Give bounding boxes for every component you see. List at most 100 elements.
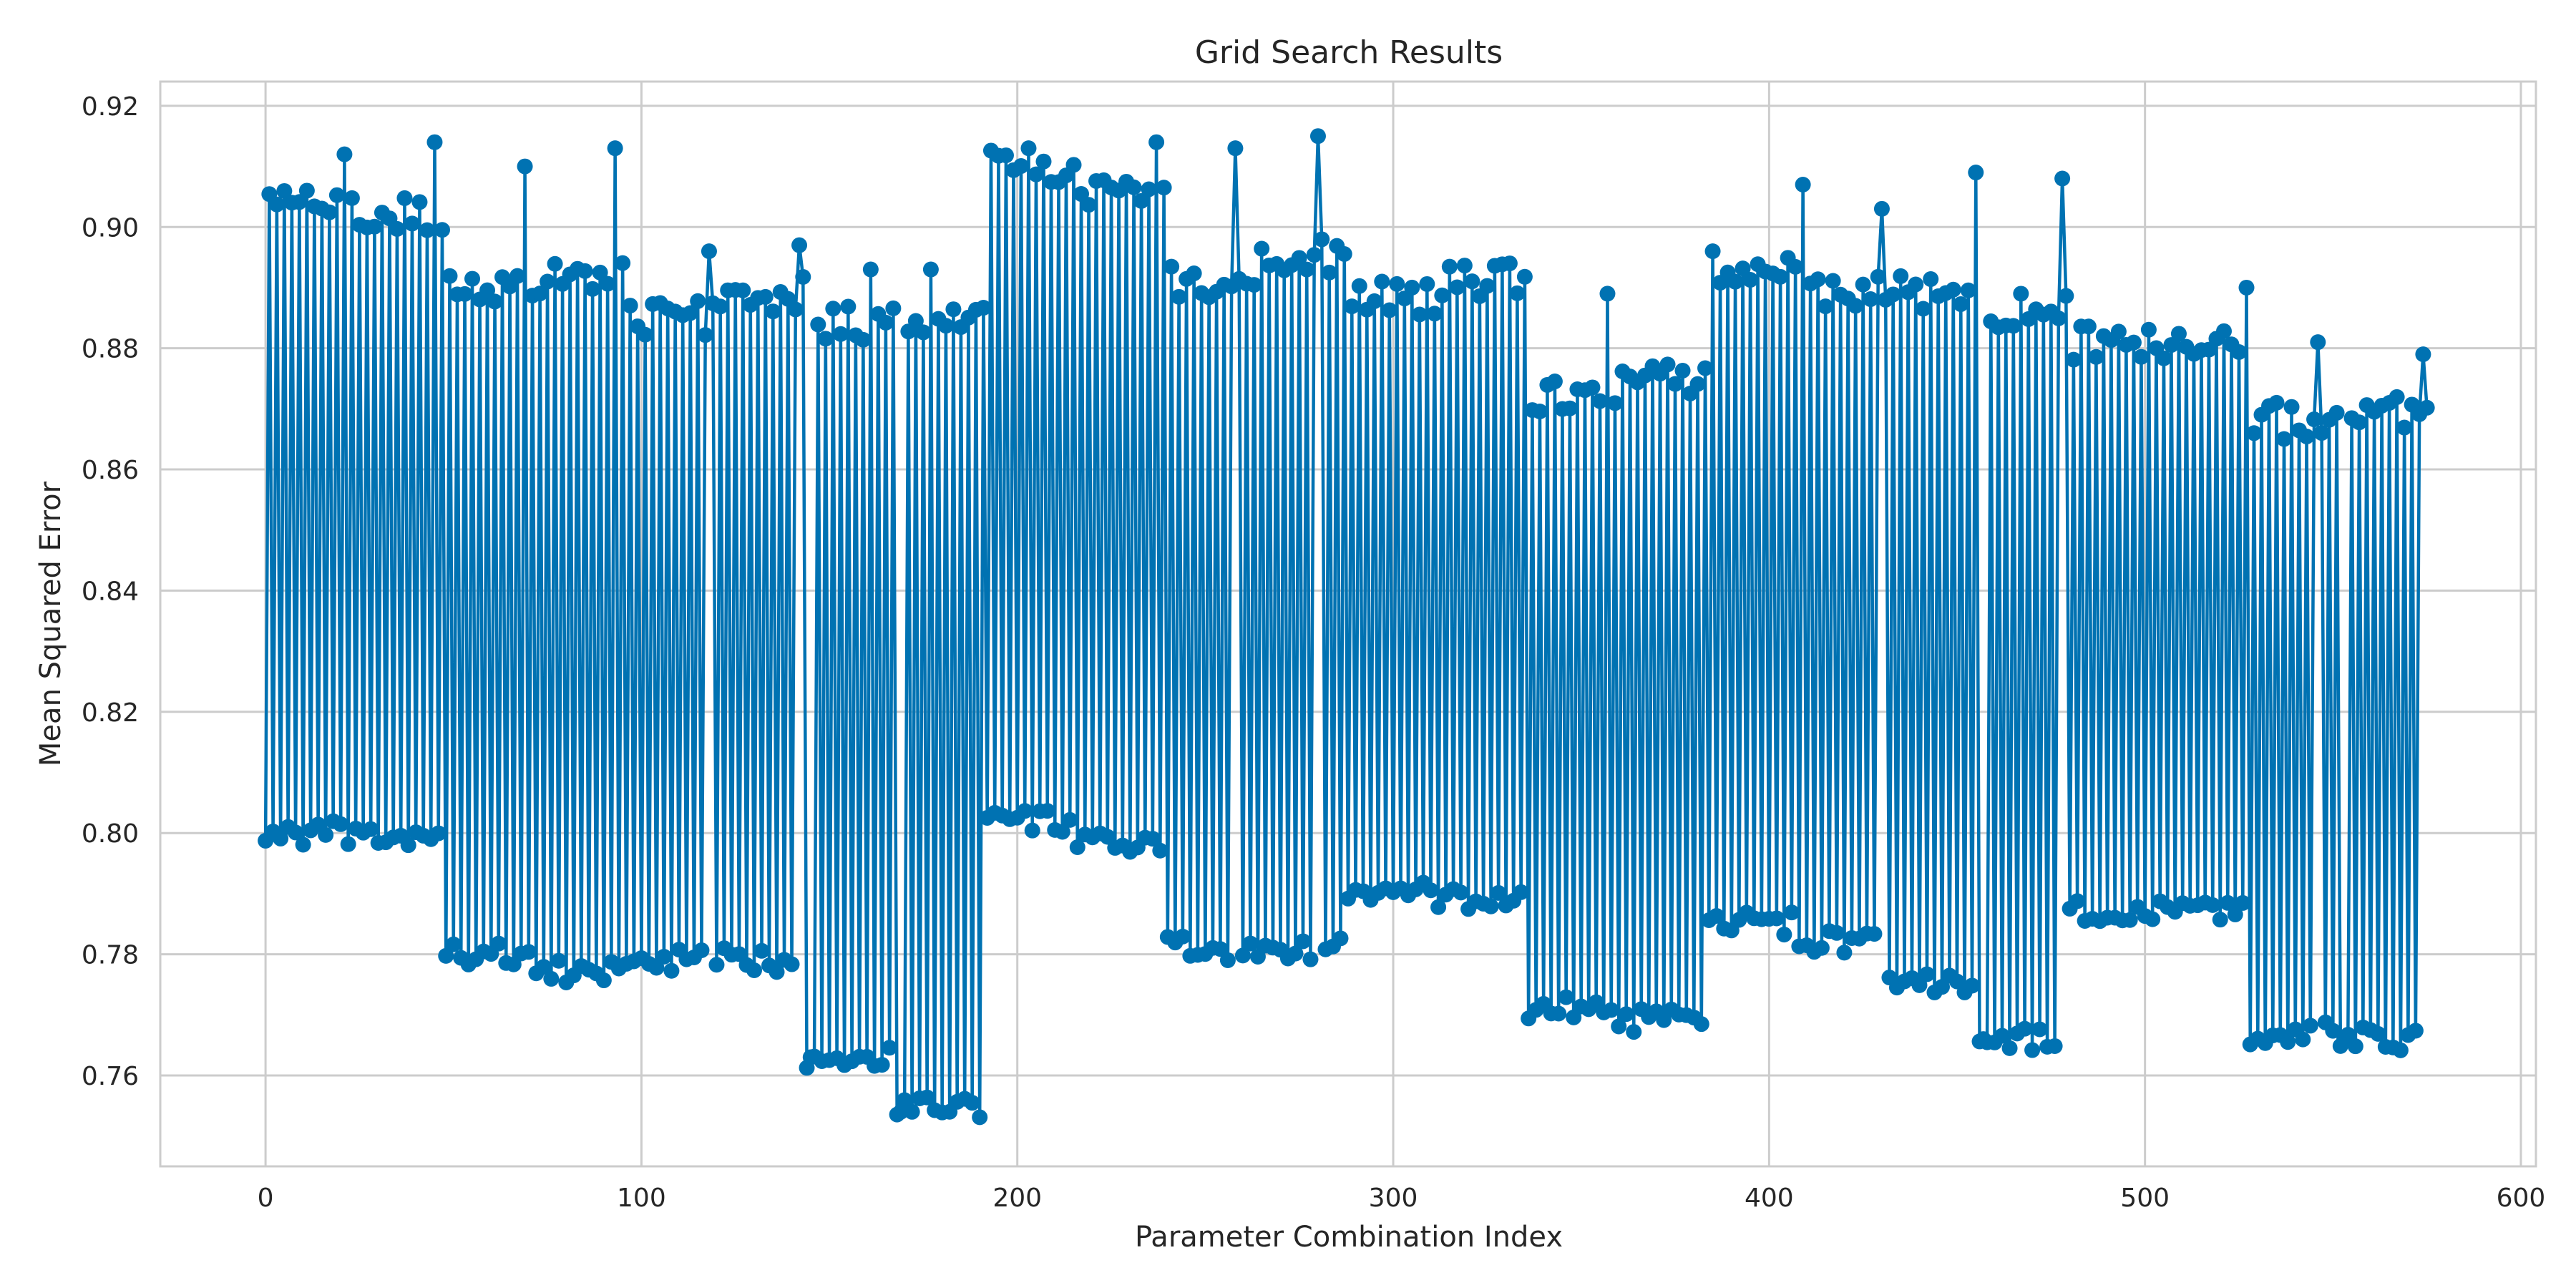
data-point (1419, 275, 1435, 292)
x-tick-label: 200 (992, 1184, 1042, 1213)
data-point (1674, 362, 1691, 379)
data-point (1212, 941, 1229, 957)
data-point (1249, 948, 1266, 965)
data-point (1062, 811, 1078, 828)
y-axis-ticks: 0.76 0.78 0.80 0.82 0.84 0.86 0.88 0.90 0.92 (82, 92, 139, 1091)
data-point (2215, 323, 2232, 339)
data-point (419, 222, 435, 238)
data-point (1299, 261, 1315, 278)
data-point (1186, 265, 1202, 282)
data-point (2145, 911, 2161, 927)
data-point (490, 935, 507, 952)
data-point (328, 187, 345, 203)
data-point (1911, 977, 1928, 993)
data-point (1332, 930, 1349, 947)
data-point (897, 1092, 913, 1108)
data-point (2306, 411, 2323, 428)
data-point (1689, 376, 1706, 392)
data-point (2276, 431, 2293, 447)
data-point (1566, 1009, 1582, 1025)
data-point (532, 286, 548, 302)
data-point (1603, 1002, 1619, 1018)
data-point (922, 261, 939, 278)
data-point (585, 280, 601, 297)
data-point (298, 182, 315, 199)
data-point (2396, 419, 2413, 436)
data-point (1404, 279, 1420, 296)
data-point (1171, 288, 1187, 305)
data-point (1389, 275, 1405, 292)
data-point (2031, 1021, 2048, 1038)
data-point (2170, 326, 2187, 342)
data-point (540, 273, 556, 290)
data-point (1863, 291, 1879, 308)
data-point (690, 293, 706, 309)
data-point (1659, 356, 1676, 373)
data-point (426, 134, 443, 150)
data-point (975, 300, 992, 316)
data-point (2013, 286, 2029, 302)
data-point (784, 956, 800, 972)
data-point (1291, 250, 1307, 266)
data-point (2001, 1040, 2018, 1056)
data-point (1828, 924, 1845, 941)
data-point (1163, 258, 1180, 275)
data-point (1509, 285, 1526, 301)
data-point (411, 194, 428, 210)
data-point (1704, 243, 1721, 260)
data-point (769, 964, 785, 980)
data-point (1456, 258, 1473, 274)
data-point (1606, 395, 1623, 411)
data-point (363, 821, 379, 837)
x-tick-label: 300 (1369, 1184, 1418, 1213)
data-point (547, 255, 563, 272)
data-point (288, 824, 304, 841)
data-point (1825, 273, 1841, 289)
data-point (2340, 1027, 2356, 1043)
data-point (1246, 277, 1262, 293)
data-point (2328, 404, 2345, 421)
data-point (997, 147, 1014, 164)
data-point (1953, 296, 1969, 313)
data-point (2370, 1025, 2386, 1042)
data-point (1449, 279, 1465, 296)
data-point (1156, 180, 1172, 196)
data-point (2389, 389, 2405, 405)
data-point (1374, 273, 1390, 290)
data-point (1546, 374, 1563, 390)
data-point (535, 959, 552, 975)
data-point (268, 196, 285, 213)
data-point (318, 826, 334, 843)
data-point (1069, 839, 1085, 856)
data-point (2283, 399, 2300, 415)
data-point (1302, 951, 1319, 967)
data-point (1772, 268, 1789, 285)
data-point (1708, 907, 1724, 924)
data-point (1035, 153, 1052, 170)
data-point (592, 264, 608, 280)
data-point (832, 326, 849, 342)
data-point (1513, 884, 1529, 900)
data-point (1423, 882, 1439, 899)
data-point (1242, 935, 1259, 952)
data-point (1795, 176, 1811, 192)
data-point (1516, 268, 1533, 285)
data-point (791, 237, 808, 253)
data-point (1611, 1018, 1627, 1035)
data-point (964, 1095, 980, 1111)
series-line (263, 134, 2429, 1119)
data-point (1013, 158, 1029, 175)
data-point (2122, 912, 2138, 928)
data-point (517, 158, 533, 175)
data-point (2016, 1020, 2033, 1037)
data-point (2163, 337, 2180, 353)
data-point (1434, 287, 1450, 303)
data-point (615, 255, 631, 271)
data-point (595, 972, 612, 989)
data-point (273, 830, 289, 847)
data-point (2238, 279, 2255, 296)
y-axis-title: Mean Squared Error (34, 481, 67, 766)
y-tick-label: 0.82 (82, 698, 139, 728)
data-point (693, 942, 710, 958)
